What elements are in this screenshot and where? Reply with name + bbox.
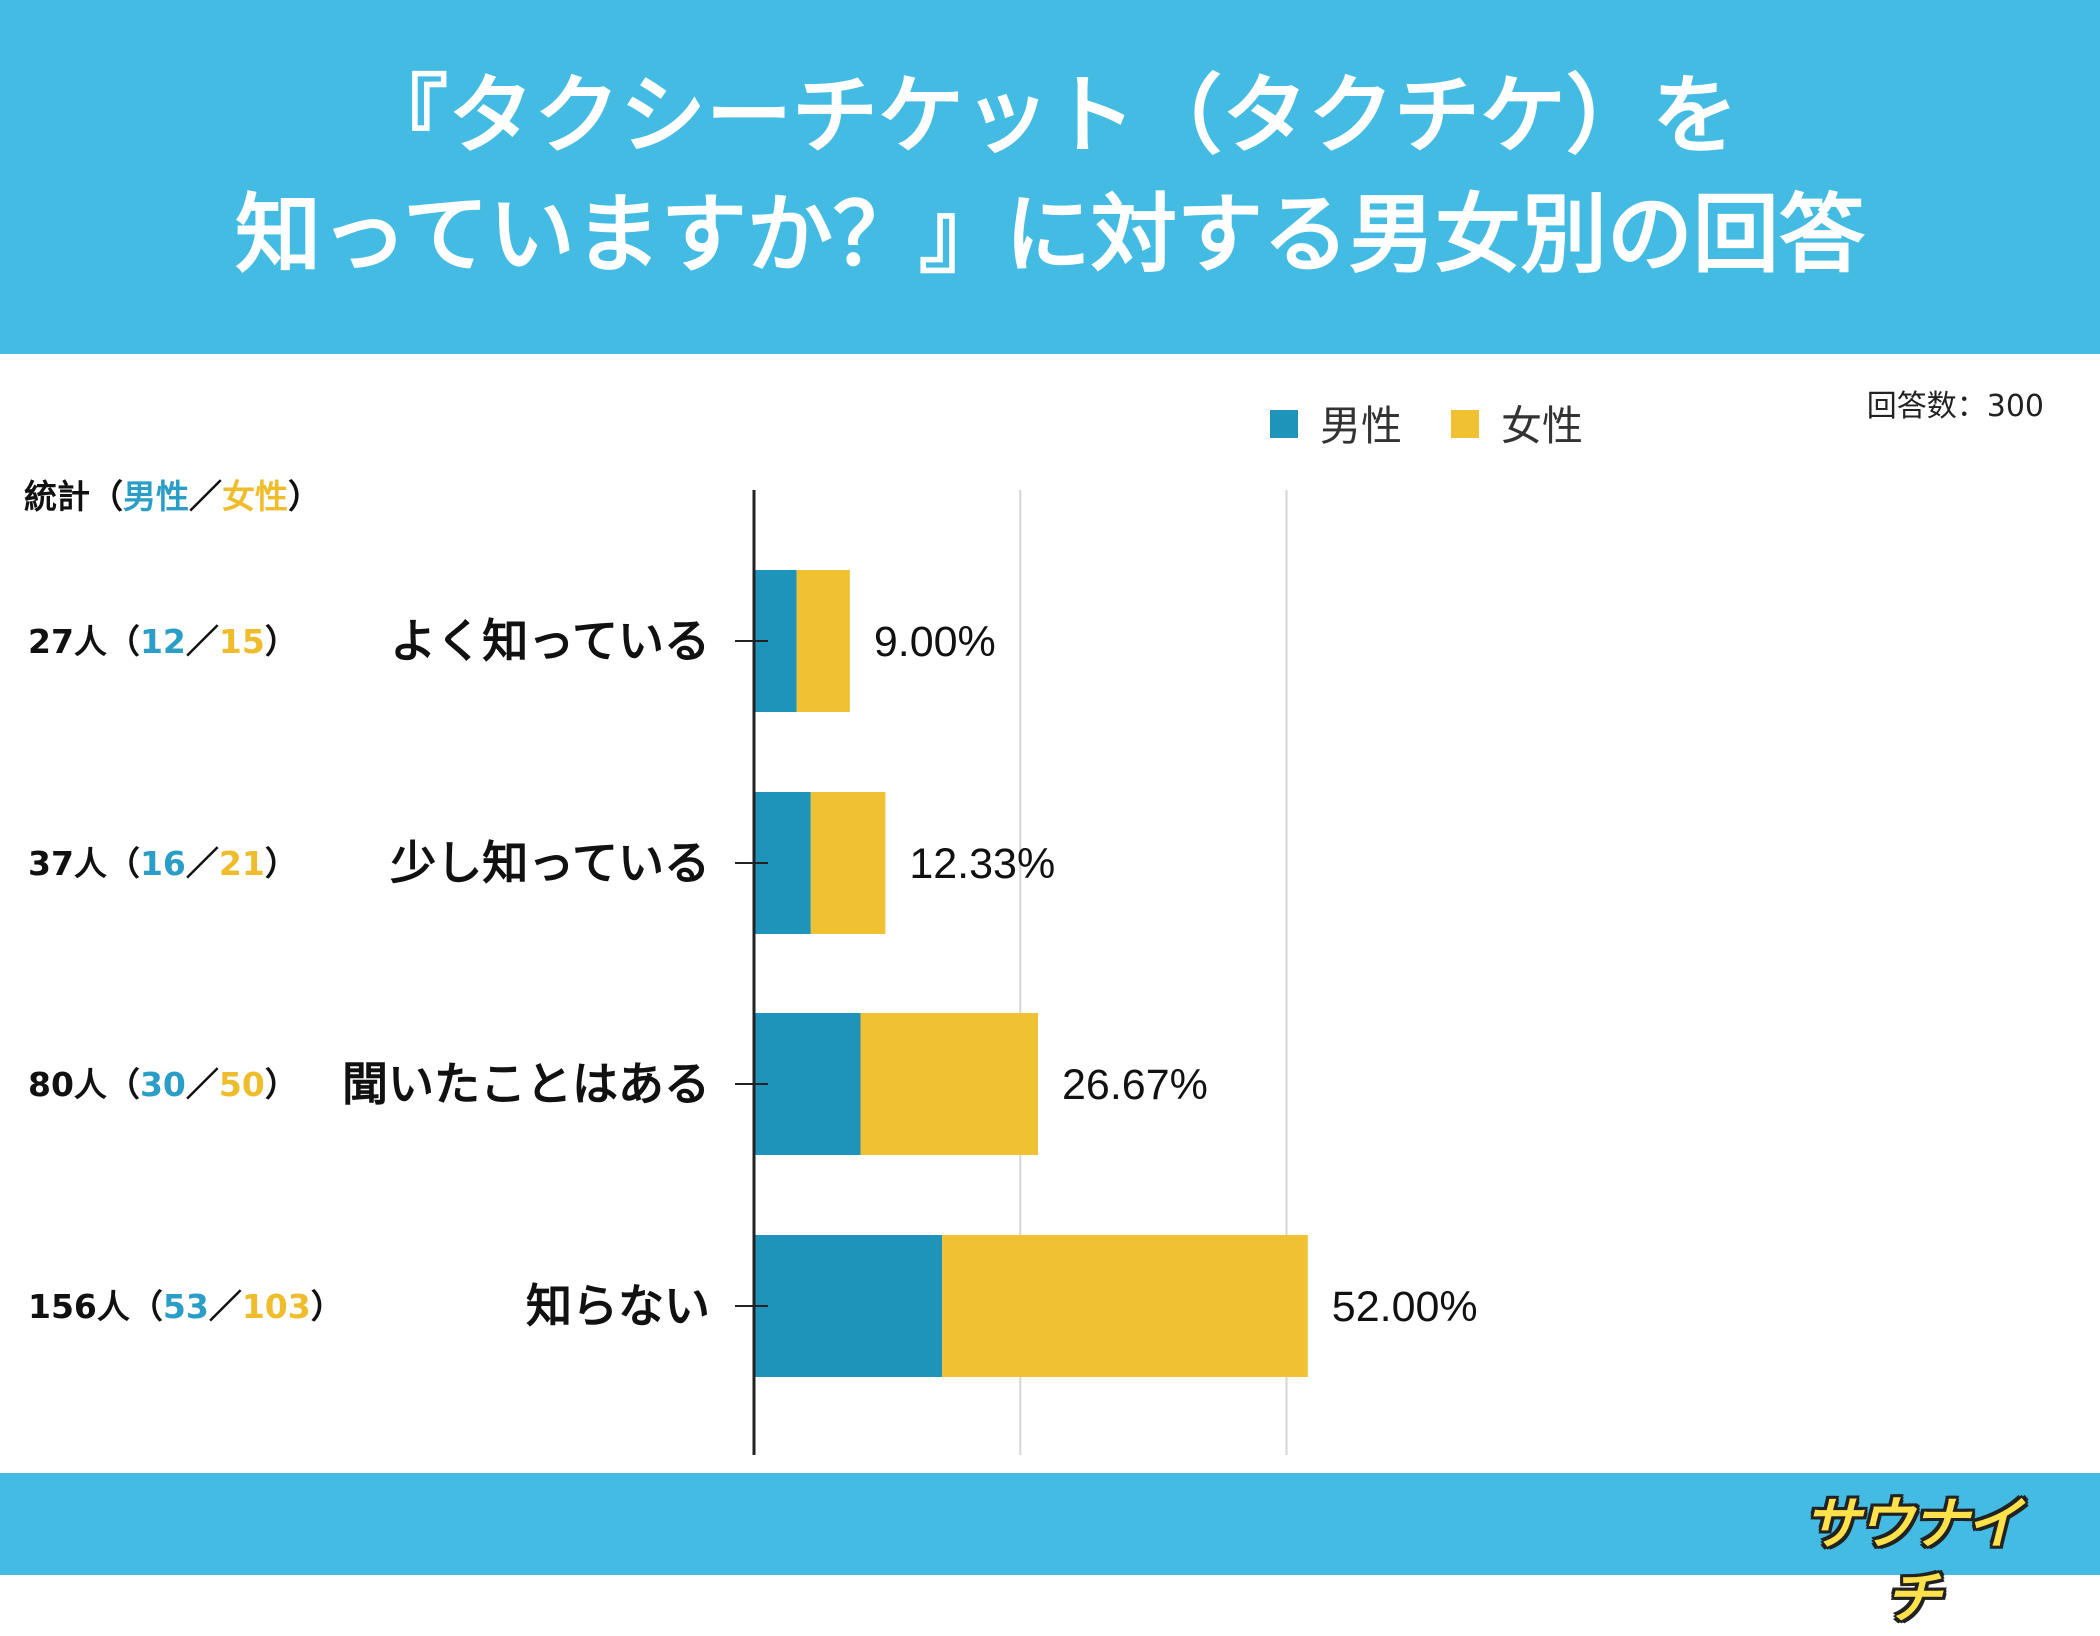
- stats-header-female: 女性: [222, 477, 288, 516]
- category-label-1: よく知っている: [390, 614, 710, 668]
- data-label-4: 52.00%: [1332, 1283, 1478, 1331]
- stats-row-3-part-2: 30: [140, 1065, 186, 1104]
- title-band: 『タクシーチケット（タクチケ）を 知っていますか？』に対する男女別の回答: [0, 0, 2100, 354]
- stats-row-4-part-4: 103: [242, 1287, 311, 1326]
- legend-swatch-male: [1270, 410, 1298, 438]
- stats-header-sep: ／: [189, 477, 222, 516]
- chart-title-line-2: 知っていますか？』に対する男女別の回答: [235, 185, 1865, 285]
- stats-row-2-part-4: 21: [219, 844, 265, 883]
- stats-row-3-part-4: 50: [219, 1065, 265, 1104]
- stats-row-4: 156人（53／103）: [28, 1287, 344, 1326]
- total-respondents-label: 回答数：300: [1867, 389, 2044, 424]
- chart: 9.00%よく知っている27人（12／15）12.33%少し知っている37人（1…: [24, 389, 2044, 1455]
- stats-row-3-part-1: 80人（: [28, 1065, 140, 1104]
- legend-swatch-female: [1451, 410, 1479, 438]
- stats-row-3-part-5: ）: [265, 1065, 298, 1104]
- stats-row-1-part-1: 27人（: [28, 622, 140, 661]
- legend: 男性 女性: [1270, 402, 1583, 450]
- category-label-2: 少し知っている: [390, 836, 710, 890]
- stats-row-2-part-1: 37人（: [28, 844, 140, 883]
- stats-row-4-part-2: 53: [163, 1287, 209, 1326]
- stats-row-3-part-3: ／: [186, 1065, 219, 1104]
- stats-row-1: 27人（12／15）: [28, 622, 298, 661]
- bar-female-2: [810, 792, 886, 934]
- stats-header: 統計（男性／女性）: [24, 477, 321, 516]
- data-label-3: 26.67%: [1062, 1061, 1208, 1109]
- data-label-2: 12.33%: [909, 840, 1055, 888]
- stats-row-4-part-1: 156人（: [28, 1287, 163, 1326]
- bar-male-4: [754, 1235, 943, 1377]
- stats-row-2-part-5: ）: [265, 844, 298, 883]
- chart-title-line-1: 『タクシーチケット（タクチケ）を: [362, 66, 1738, 166]
- stats-row-4-part-5: ）: [311, 1287, 344, 1326]
- stats-row-1-part-2: 12: [140, 622, 186, 661]
- stats-row-1-part-3: ／: [186, 622, 219, 661]
- bar-male-3: [754, 1013, 861, 1155]
- legend-label-female: 女性: [1501, 402, 1583, 450]
- labels: 9.00%よく知っている27人（12／15）12.33%少し知っている37人（1…: [28, 614, 1478, 1333]
- brand-logo-text: サウナイチ: [1804, 1492, 2022, 1631]
- stats-row-4-part-3: ／: [209, 1287, 242, 1326]
- brand-logo: サウナイチ: [1782, 1488, 2042, 1631]
- y-axis-ticks: [735, 640, 768, 1307]
- stats-row-1-part-4: 15: [219, 622, 265, 661]
- stats-row-3: 80人（30／50）: [28, 1065, 298, 1104]
- stats-row-2-part-2: 16: [140, 844, 186, 883]
- footer-band: [0, 1473, 2100, 1575]
- stats-header-male: 男性: [123, 477, 189, 516]
- stats-header-suffix: ）: [288, 477, 321, 516]
- bar-female-1: [796, 570, 850, 712]
- category-label-4: 知らない: [526, 1279, 710, 1333]
- bar-female-3: [860, 1013, 1038, 1155]
- stats-row-2: 37人（16／21）: [28, 844, 298, 883]
- stats-row-1-part-5: ）: [265, 622, 298, 661]
- legend-label-male: 男性: [1320, 402, 1402, 450]
- category-label-3: 聞いたことはある: [342, 1057, 710, 1111]
- stats-row-2-part-3: ／: [186, 844, 219, 883]
- bars: [754, 570, 1308, 1377]
- stats-header-prefix: 統計（: [24, 477, 123, 516]
- bar-female-4: [942, 1235, 1308, 1377]
- data-label-1: 9.00%: [874, 618, 996, 666]
